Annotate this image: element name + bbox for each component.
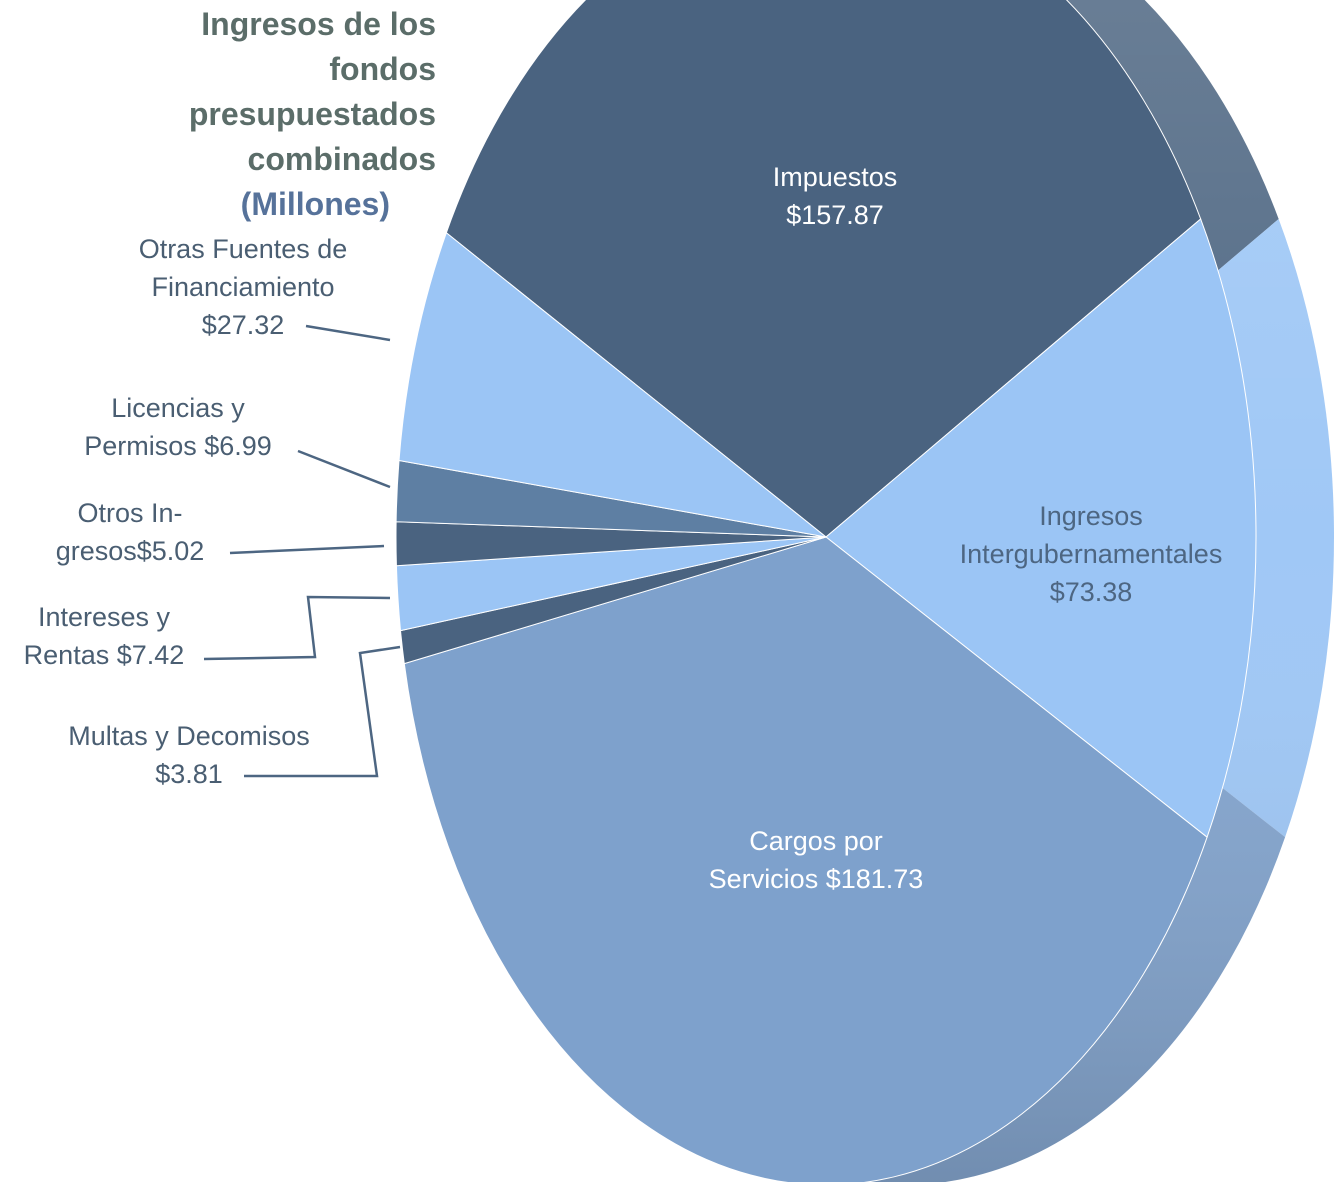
leader-line (203, 595, 391, 661)
value-label: $157.87 (786, 200, 884, 230)
title-block: Ingresos de los fondos presupuestados co… (96, 2, 436, 227)
pie-slice (445, 0, 1202, 538)
chart-title: Ingresos de los fondos presupuestados co… (188, 6, 436, 177)
value-label: $181.73 (825, 864, 924, 894)
category-label: Intereses y Rentas (23, 602, 171, 670)
value-label: $3.81 (155, 759, 223, 789)
value-label: $73.38 (1049, 577, 1133, 607)
slice-label: Ingresos Intergubernamentales $73.38 (921, 497, 1261, 611)
category-label: Otros In-gresos (55, 498, 183, 566)
slice-label: Cargos por Servicios $181.73 (691, 822, 941, 898)
category-label: Licencias y Permisos (84, 393, 245, 461)
pie-face (395, 0, 1257, 1182)
slice-label: Impuestos $157.87 (685, 158, 985, 234)
value-label: $27.32 (201, 310, 285, 340)
leader-line (305, 324, 391, 342)
leader-line (229, 544, 385, 555)
value-label: $6.99 (204, 431, 272, 461)
slice-label: Multas y Decomisos $3.81 (39, 717, 339, 793)
value-label: $5.02 (136, 536, 205, 566)
slice-label: Otras Fuentes de Financiamiento $27.32 (113, 230, 373, 344)
pie-slice (403, 536, 1208, 1182)
category-label: Ingresos Intergubernamentales (959, 501, 1223, 569)
value-label: $7.42 (116, 640, 185, 670)
leader-line (244, 645, 401, 778)
category-label: Multas y Decomisos (68, 721, 310, 751)
slice-label: Otros In-gresos$5.02 (35, 494, 225, 570)
leader-line (297, 449, 391, 489)
category-label: Cargos por Servicios (708, 826, 883, 894)
chart-subtitle: (Millones) (240, 186, 390, 222)
slice-label: Intereses y Rentas $7.42 (4, 598, 204, 674)
pie-slice (398, 231, 827, 538)
category-label: Impuestos (772, 162, 898, 192)
leader-lines (203, 324, 401, 778)
category-label: Otras Fuentes de Financiamiento (138, 234, 348, 302)
slice-label: Licencias y Permisos $6.99 (58, 389, 298, 465)
pie-slice (825, 218, 1257, 839)
